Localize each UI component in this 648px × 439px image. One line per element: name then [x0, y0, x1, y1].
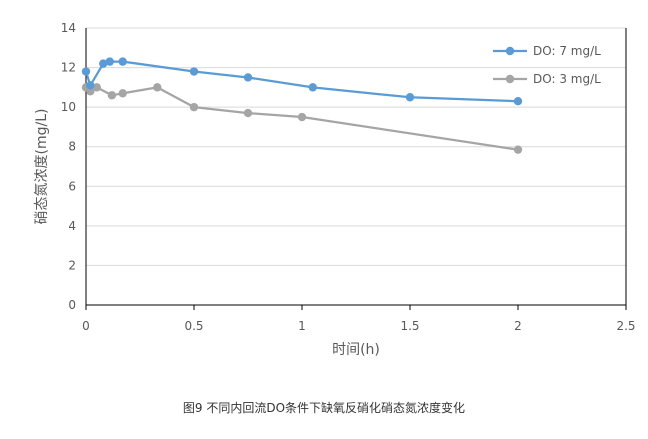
x-tick-label: 2.5	[616, 319, 635, 333]
y-axis-title: 硝态氮浓度(mg/L)	[34, 109, 50, 225]
y-tick-label: 10	[61, 100, 76, 114]
y-tick-label: 2	[68, 258, 76, 272]
y-tick-label: 8	[68, 140, 76, 154]
legend-marker	[505, 46, 515, 56]
legend-label: DO: 3 mg/L	[533, 72, 601, 86]
legend: DO: 7 mg/L DO: 3 mg/L	[493, 44, 601, 86]
axes	[85, 28, 627, 310]
x-tick-label: 0.5	[184, 319, 203, 333]
data-point	[189, 102, 199, 112]
data-point	[118, 57, 127, 66]
data-point	[107, 91, 117, 100]
x-tick-labels: 0 0.5 1 1.5 2 2.5	[82, 319, 635, 333]
data-point	[243, 108, 253, 118]
data-point	[86, 87, 95, 96]
data-point	[189, 67, 199, 76]
x-tick-label: 1.5	[400, 319, 419, 333]
data-point	[513, 145, 523, 154]
data-point	[513, 97, 523, 106]
data-point	[105, 57, 114, 66]
x-axis-title: 时间(h)	[332, 342, 380, 358]
y-tick-label: 14	[61, 21, 76, 35]
x-tick-label: 0	[82, 319, 90, 333]
data-point	[405, 93, 415, 102]
data-point	[297, 112, 307, 122]
y-tick-label: 12	[61, 61, 76, 75]
data-point	[118, 89, 127, 98]
y-tick-labels: 0 2 4 6 8 10 12 14	[61, 21, 76, 312]
data-point	[81, 67, 91, 76]
data-point	[86, 81, 95, 90]
series-line	[84, 60, 519, 103]
series-lines	[81, 57, 523, 154]
y-tick-label: 6	[68, 179, 76, 193]
data-point	[92, 83, 102, 92]
x-tick-label: 1	[298, 319, 306, 333]
data-point	[153, 83, 162, 92]
x-tick-label: 2	[514, 319, 522, 333]
line-chart: 0 2 4 6 8 10 12 14 0 0.5 1 1.5 2 2.5 时间(h) 硝态氮浓度(mg/…	[34, 21, 636, 358]
gridlines	[86, 27, 626, 266]
y-tick-label: 0	[68, 298, 76, 312]
legend-label: DO: 7 mg/L	[533, 44, 601, 58]
data-point	[308, 83, 317, 92]
legend-marker	[505, 74, 515, 84]
data-point	[243, 73, 253, 82]
data-point	[99, 59, 108, 68]
figure-caption: 图9 不同内回流DO条件下缺氧反硝化硝态氮浓度变化	[182, 401, 466, 415]
y-tick-label: 4	[68, 219, 76, 233]
